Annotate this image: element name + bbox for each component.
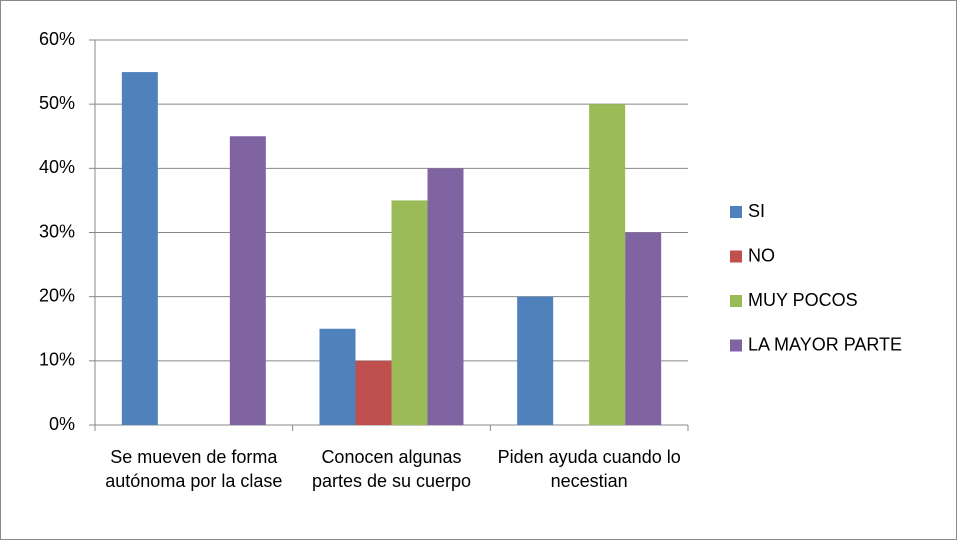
legend-label: NO	[748, 245, 775, 265]
legend-swatch	[730, 295, 742, 307]
y-tick-label: 20%	[39, 285, 75, 305]
legend-swatch	[730, 250, 742, 263]
legend-label: LA MAYOR PARTE	[748, 334, 902, 354]
y-tick-label: 0%	[49, 414, 75, 434]
bar	[427, 168, 464, 426]
bar	[355, 360, 392, 425]
bar	[121, 72, 158, 425]
bar	[391, 200, 428, 425]
legend-label: SI	[748, 201, 765, 221]
bar	[625, 232, 662, 425]
bar	[517, 296, 554, 425]
y-tick-label: 30%	[39, 221, 75, 241]
bar	[589, 104, 626, 426]
x-tick-label: Piden ayuda cuando lo necestian	[497, 447, 681, 491]
y-tick-label: 60%	[39, 29, 75, 49]
bar	[319, 328, 356, 425]
y-tick-label: 40%	[39, 157, 75, 177]
bar	[229, 136, 266, 425]
legend-swatch	[730, 206, 742, 218]
legend-label: MUY POCOS	[748, 290, 858, 310]
x-tick-label: Se mueven de forma autónoma por la clase	[105, 447, 283, 491]
x-tick-label: Conocen algunas partes de su cuerpo	[311, 447, 472, 491]
y-tick-label: 50%	[39, 93, 75, 113]
legend-swatch	[730, 339, 742, 352]
y-tick-label: 10%	[39, 350, 75, 370]
